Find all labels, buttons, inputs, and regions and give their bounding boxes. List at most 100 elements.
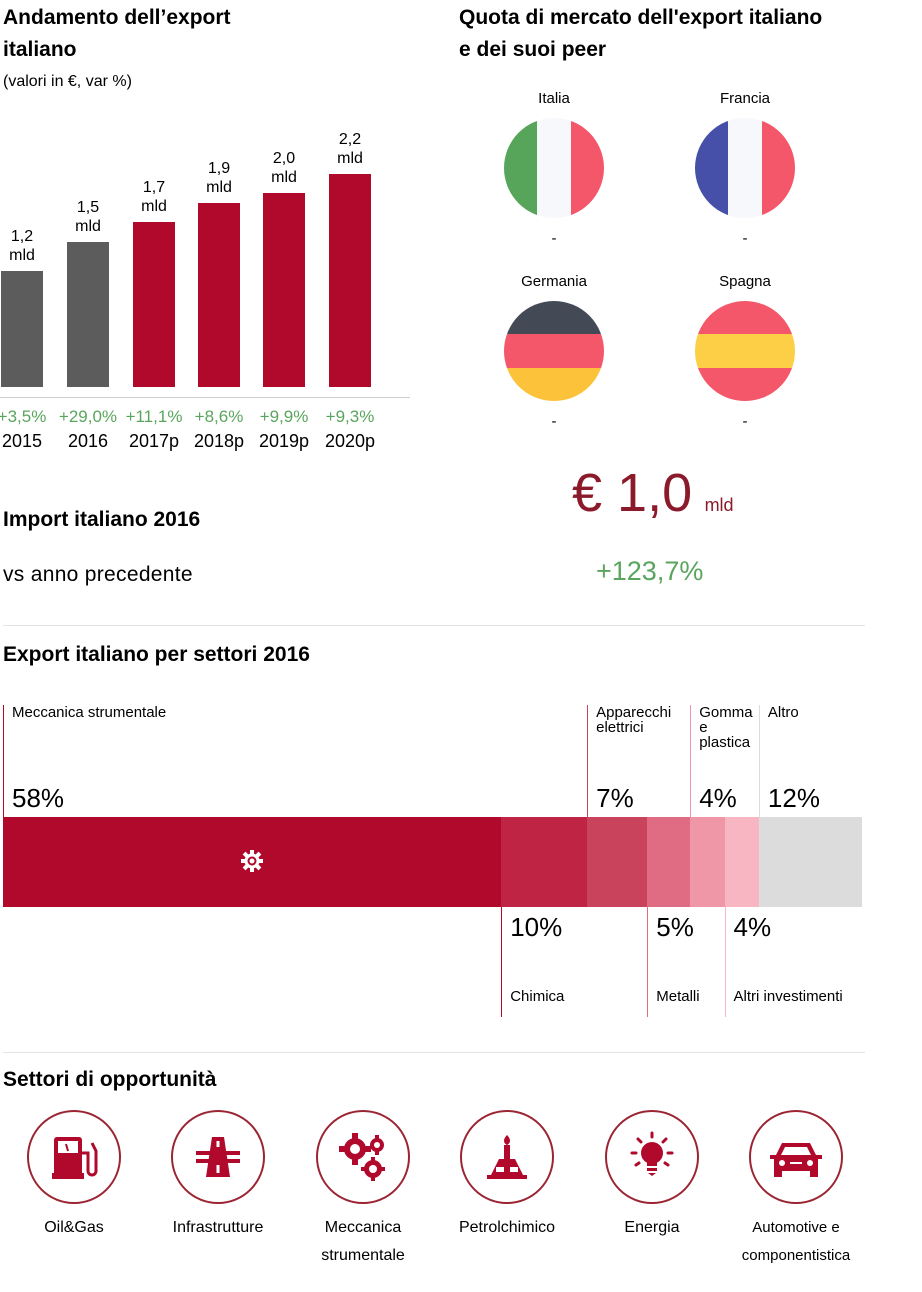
bar-value-label: 1,2 mld — [0, 227, 52, 265]
opportunities-title: Settori di opportunità — [3, 1068, 217, 1091]
opportunity-label: Meccanica strumentale — [321, 1219, 405, 1264]
opportunity-label: Energia — [624, 1219, 680, 1236]
gear-icon — [240, 849, 264, 873]
market-share-value: - — [742, 230, 748, 247]
sector-name: Apparecchi elettrici — [596, 704, 672, 736]
sector-name: Meccanica strumentale — [12, 704, 167, 721]
country-name: Francia — [719, 90, 771, 107]
variation-label: +9,3% — [325, 407, 375, 426]
market-share-title: Quota di mercato dell'export italiano e … — [459, 2, 822, 66]
flag-stripe — [537, 118, 571, 218]
variation-label: +11,1% — [125, 407, 183, 426]
market-share-title-line1: Quota di mercato dell'export italiano — [459, 6, 823, 29]
opportunity-item: Oil&Gas — [0, 1110, 149, 1280]
bar — [263, 193, 305, 387]
export-trend-title-line2: italiano — [3, 38, 77, 61]
opportunity-icon-circle — [171, 1110, 265, 1204]
opportunity-icon-circle — [460, 1110, 554, 1204]
divider — [3, 625, 865, 626]
x-tick-label: 2020p — [324, 431, 376, 451]
x-tick-label: 2017p — [128, 431, 180, 451]
flag-stripe — [695, 301, 795, 335]
flag-stripe — [570, 118, 604, 218]
import-value: € 1,0 mld — [572, 462, 734, 524]
bar — [1, 270, 43, 387]
sector-segment — [501, 817, 588, 907]
flag-stripe — [504, 367, 604, 401]
bar-value-label-part: 1,9 — [207, 159, 231, 177]
sector-percent: 4% — [699, 783, 737, 813]
flag-stripe — [695, 367, 795, 401]
bar-value-label-part: mld — [141, 198, 167, 216]
variation-label: +3,5% — [0, 407, 47, 426]
export-bar-chart: 1,2 mld +3,5% 2015 1,5 mld +29,0% 2016 1,7 mld +11… — [0, 100, 420, 470]
sector-name: Metalli — [656, 988, 700, 1005]
sector-segment — [724, 817, 759, 907]
bar — [67, 241, 109, 387]
leader-line — [724, 907, 726, 1017]
flag-stripe — [695, 334, 795, 368]
opportunity-item: Automotive e componentistica — [721, 1110, 871, 1280]
bar-value-label-part: mld — [337, 149, 363, 167]
bar — [133, 222, 175, 387]
bar-value-label: 1,7 mld — [124, 178, 184, 216]
divider — [3, 1052, 865, 1053]
italy-flag-icon — [504, 118, 604, 218]
sector-segment — [690, 817, 725, 907]
bar-value-label-part: 2,2 — [338, 130, 362, 148]
country-name: Spagna — [719, 273, 771, 290]
import-title: Import italiano 2016 — [3, 508, 201, 531]
leader-line — [758, 705, 760, 817]
bar-value-label-part: mld — [206, 178, 232, 196]
variation-label: +29,0% — [58, 407, 118, 426]
car-icon — [766, 1129, 826, 1185]
refinery-flame-icon — [479, 1129, 535, 1185]
import-change: +123,7% — [596, 556, 704, 586]
france-flag-icon — [695, 118, 795, 218]
flag-stripe — [695, 118, 729, 218]
opportunity-item: Meccanica strumentale — [288, 1110, 438, 1280]
sector-segment — [758, 817, 862, 907]
x-tick-label: 2015 — [1, 431, 43, 451]
spain-flag-icon — [695, 301, 795, 401]
market-share-title-line2: e dei suoi peer — [459, 38, 607, 61]
bar — [198, 202, 240, 387]
flag-stripe — [504, 334, 604, 368]
fuel-pump-icon — [46, 1129, 102, 1185]
leader-line — [647, 907, 649, 1017]
bar-value-label-part: 1,2 — [10, 227, 34, 245]
variation-label: +8,6% — [194, 407, 244, 426]
leader-line — [587, 705, 589, 817]
gears-icon — [333, 1127, 393, 1187]
sector-name: Altri investimenti — [733, 988, 843, 1005]
bar-value-label-part: 1,5 — [76, 198, 100, 216]
opportunity-item: Petrolchimico — [432, 1110, 582, 1280]
sector-percent: 4% — [733, 912, 772, 942]
export-trend-subtitle: (valori in €, var %) — [3, 73, 132, 90]
market-share-value: - — [551, 230, 557, 247]
x-axis-line — [0, 397, 410, 398]
sector-name: Altro — [767, 704, 799, 721]
bar-value-label-part: mld — [9, 246, 35, 264]
bar-value-label-part: 2,0 — [272, 150, 296, 167]
opportunity-item: Energia — [577, 1110, 727, 1280]
import-comparison-label: vs anno precedente — [3, 563, 193, 586]
opportunity-label: Automotive e componentistica — [741, 1219, 851, 1264]
import-unit: mld — [704, 495, 734, 515]
light-bulb-icon — [624, 1129, 680, 1185]
highway-icon — [190, 1129, 246, 1185]
x-tick-label: 2019p — [258, 431, 310, 451]
opportunity-icon-circle — [605, 1110, 699, 1204]
leader-line — [3, 705, 4, 817]
bar-value-label: 2,0 mld — [254, 149, 314, 187]
bar-value-label-part: mld — [271, 169, 297, 186]
bar-value-label: 2,2 mld — [320, 130, 380, 168]
country-name: Italia — [538, 90, 570, 107]
opportunity-label: Petrolchimico — [458, 1219, 556, 1236]
flag-stripe — [728, 118, 762, 218]
flag-stripe — [761, 118, 795, 218]
leader-line — [690, 705, 692, 817]
import-amount: € 1,0 — [572, 463, 693, 523]
sector-percent: 10% — [510, 912, 563, 942]
opportunity-icon-circle — [316, 1110, 410, 1204]
